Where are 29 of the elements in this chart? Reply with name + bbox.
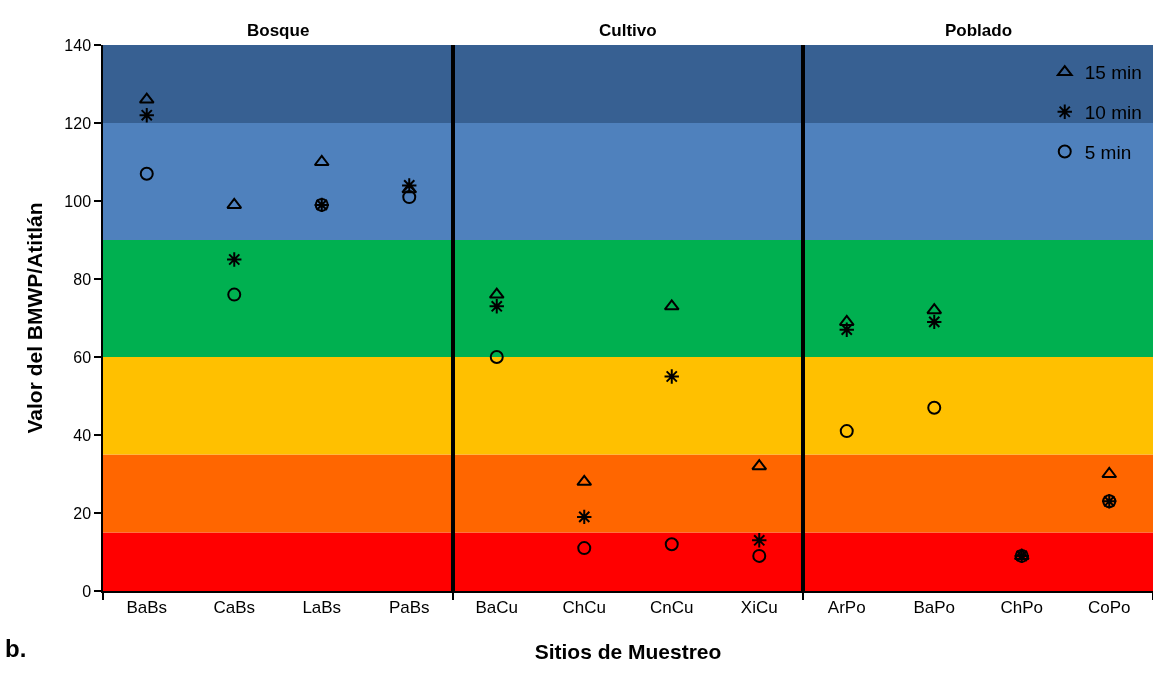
x-tick-label: ChPo	[1000, 598, 1044, 618]
x-tick-label: PaBs	[388, 598, 430, 618]
text: Cultivo	[599, 21, 657, 40]
legend-label: 15 min	[1084, 62, 1142, 84]
y-tick-label: 0	[82, 582, 92, 600]
x-tick-label: BaPo	[913, 598, 956, 618]
y-tick-label: 60	[73, 348, 92, 366]
legend-label: 10 min	[1084, 102, 1142, 124]
x-tick-label: CaBs	[213, 598, 256, 618]
text: Poblado	[945, 21, 1013, 40]
x-tick-label: BaCu	[475, 598, 519, 618]
x-axis-title: Sitios de Muestreo	[534, 639, 722, 663]
y-axis-title: Valor del BMWP/Atitlán	[23, 202, 46, 434]
y-tick-label: 20	[73, 504, 92, 522]
text: b.	[5, 635, 27, 662]
y-tick-label: 120	[64, 114, 92, 132]
x-tick-label: LaBs	[302, 598, 342, 618]
y-tick-label: 80	[73, 270, 92, 288]
x-tick-label: CoPo	[1087, 598, 1131, 618]
x-tick-label: BaBs	[126, 598, 168, 618]
y-tick-label: 40	[73, 426, 92, 444]
y-tick-label: 100	[64, 192, 92, 210]
x-tick-label: ArPo	[827, 598, 866, 618]
x-tick-label: ChCu	[562, 598, 606, 618]
text: Bosque	[247, 21, 310, 40]
x-tick-label: XiCu	[740, 598, 778, 618]
y-tick-label: 140	[64, 36, 92, 54]
legend-label: 5 min	[1084, 141, 1132, 163]
x-tick-label: CnCu	[650, 598, 694, 618]
